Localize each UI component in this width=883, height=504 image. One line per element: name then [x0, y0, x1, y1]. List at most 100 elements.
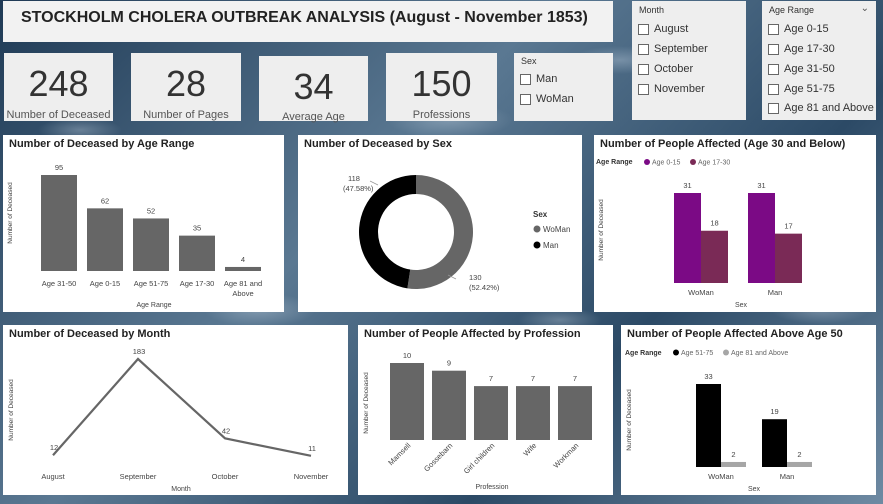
- checkbox[interactable]: [638, 63, 649, 75]
- chart-deceased-by-month: Number of Deceased by Month 12 August 183 S…: [3, 325, 348, 495]
- x-tick-label: Age 51-75: [134, 279, 169, 288]
- chart-affected-above-age-50: Number of People Affected Above Age 50 A…: [621, 325, 876, 495]
- chart-title: Number of People Affected by Profession: [364, 328, 581, 340]
- x-tick-label: Girl children: [462, 441, 497, 476]
- x-tick-label: Workman: [551, 441, 580, 470]
- slicer-option-october[interactable]: October: [638, 63, 693, 75]
- pie-slice: [407, 175, 473, 289]
- bar: [721, 461, 746, 467]
- x-tick-label: Man: [768, 288, 783, 297]
- chart-deceased-by-age-range: Number of Deceased by Age Range 95 Age 31…: [3, 135, 284, 312]
- legend-marker: [533, 241, 541, 249]
- legend-title: Age Range: [596, 159, 633, 166]
- kpi-label: Average Age: [282, 111, 345, 123]
- series-line: [52, 357, 312, 457]
- data-label: (47.58%): [343, 184, 374, 193]
- slicer-option-september[interactable]: September: [638, 43, 708, 55]
- slicer-option-man[interactable]: Man: [520, 73, 557, 85]
- slicer-option-age-81-above[interactable]: Age 81 and Above: [768, 102, 874, 114]
- checkbox[interactable]: [768, 102, 779, 114]
- chevron-down-icon[interactable]: ⌄: [860, 3, 869, 14]
- x-axis-label: Age Range: [136, 302, 171, 309]
- legend-entry: Age 17-30: [698, 160, 730, 167]
- data-label: (52.42%): [469, 283, 500, 292]
- legend-title: Sex: [533, 210, 548, 219]
- pie-slice: [358, 175, 416, 289]
- data-label: 31: [683, 181, 691, 190]
- chart-affected-by-profession: Number of People Affected by Profession …: [358, 325, 613, 495]
- kpi-value: 248: [28, 63, 89, 104]
- checkbox[interactable]: [768, 43, 779, 55]
- data-label: 118: [348, 174, 360, 183]
- data-label: 19: [770, 407, 778, 416]
- month-line-chart: 12 August 183 September 42 October 11 November M…: [8, 347, 329, 493]
- bar: [390, 363, 424, 440]
- bar: [787, 461, 812, 467]
- data-label: 17: [784, 222, 792, 231]
- slicer-option-november[interactable]: November: [638, 83, 705, 95]
- slicer-option-age-31-50[interactable]: Age 31-50: [768, 63, 835, 75]
- checkbox[interactable]: [520, 93, 531, 105]
- slicer-title: Month: [639, 5, 665, 15]
- chart-title: Number of People Affected (Age 30 and Be…: [600, 138, 846, 150]
- chart-title: Number of Deceased by Sex: [304, 138, 452, 150]
- data-label: 12: [50, 443, 58, 452]
- checkbox[interactable]: [768, 63, 779, 75]
- data-label: 95: [55, 163, 63, 172]
- x-axis-label: Month: [171, 486, 191, 493]
- kpi-value: 28: [165, 63, 207, 104]
- data-label: 7: [573, 374, 577, 383]
- legend-entry: Age 51-75: [681, 350, 713, 357]
- x-axis-label: Sex: [748, 486, 761, 493]
- slicer-title: Age Range: [769, 5, 815, 15]
- kpi-label: Number of Pages: [143, 109, 229, 121]
- chart-title: Number of Deceased by Month: [9, 328, 171, 340]
- slicer-option-august[interactable]: August: [638, 23, 688, 35]
- kpi-card-pages: 28 Number of Pages: [131, 53, 241, 121]
- x-axis-label: Sex: [735, 302, 748, 309]
- bar: [474, 386, 508, 440]
- kpi-label: Number of Deceased: [6, 109, 111, 121]
- y-axis-label: Number of Deceased: [8, 379, 15, 441]
- legend-marker: [723, 349, 729, 356]
- y-axis-label: Number of Deceased: [363, 372, 370, 434]
- data-label: 18: [710, 219, 718, 228]
- kpi-value: 34: [293, 66, 334, 107]
- data-label: 33: [704, 372, 712, 381]
- age-range-bar-chart: 95 Age 31-50 62 Age 0-15 52 Age 51-75 35 Age 17…: [7, 163, 262, 309]
- data-label: 42: [222, 426, 230, 435]
- checkbox[interactable]: [520, 73, 531, 85]
- chart-deceased-by-sex: Number of Deceased by Sex 130 (52.42%) 118…: [298, 135, 582, 312]
- checkbox[interactable]: [638, 43, 649, 55]
- x-tick-label: WoMan: [688, 288, 714, 297]
- slicer-option-age-0-15[interactable]: Age 0-15: [768, 23, 829, 35]
- sex-slicer: Sex Man WoMan: [514, 53, 613, 121]
- checkbox[interactable]: [768, 83, 779, 95]
- data-label: 11: [308, 444, 316, 453]
- kpi-label: Professions: [412, 109, 471, 121]
- chart-affected-age-30-below: Number of People Affected (Age 30 and Be…: [594, 135, 876, 312]
- kpi-card-deceased: 248 Number of Deceased: [4, 53, 113, 121]
- chart-title: Number of People Affected Above Age 50: [627, 328, 843, 340]
- bar: [775, 233, 802, 283]
- bar: [225, 266, 261, 271]
- profession-bar-chart: 10 Mamsell 9 Gossebarn 7 Girl children 7 Wife 7 W…: [363, 351, 592, 491]
- leader-line: [447, 274, 457, 280]
- bar: [133, 218, 169, 271]
- checkbox[interactable]: [638, 23, 649, 35]
- checkbox[interactable]: [638, 83, 649, 95]
- age-30-below-bar-chart: Age Range Age 0-15 Age 17-30 31 18 WoMan 31 17 M…: [596, 159, 802, 309]
- data-label: 9: [447, 359, 451, 368]
- bar: [762, 419, 787, 467]
- legend-entry: WoMan: [543, 225, 570, 234]
- checkbox[interactable]: [768, 23, 779, 35]
- slicer-option-age-17-30[interactable]: Age 17-30: [768, 43, 835, 55]
- data-label: 4: [241, 255, 245, 264]
- x-tick-label: Age 17-30: [180, 279, 215, 288]
- x-tick-label: November: [294, 472, 329, 481]
- kpi-value: 150: [411, 63, 472, 104]
- slicer-option-age-51-75[interactable]: Age 51-75: [768, 83, 835, 95]
- slicer-option-woman[interactable]: WoMan: [520, 93, 574, 105]
- title-panel: STOCKHOLM CHOLERA OUTBREAK ANALYSIS (Aug…: [3, 1, 613, 42]
- legend-marker: [673, 349, 679, 356]
